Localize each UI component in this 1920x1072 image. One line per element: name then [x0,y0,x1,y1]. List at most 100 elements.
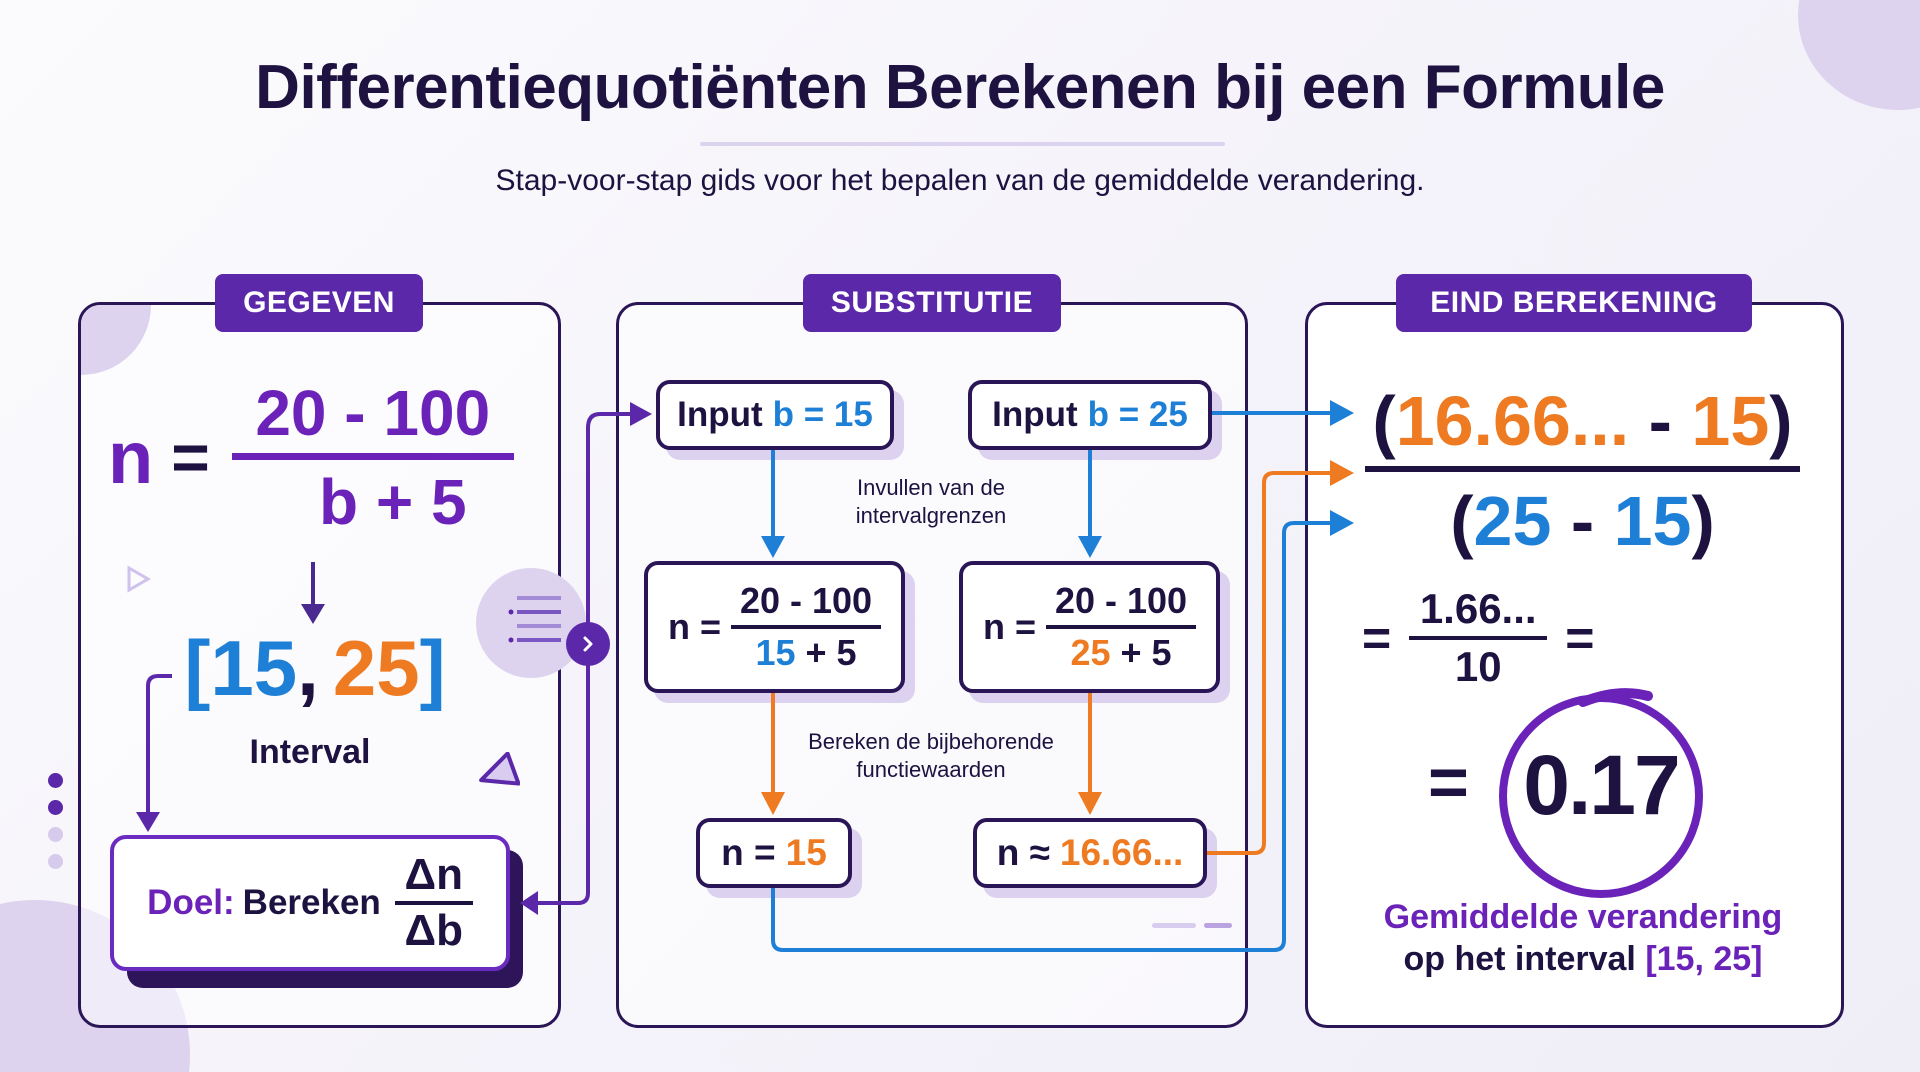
formula-denominator: 25 + 5 [1070,632,1171,674]
step2-note: Bereken de bijbehorende functiewaarden [770,728,1092,784]
result-eq: = [1428,743,1469,821]
formula-denominator: b + 5 [318,465,467,538]
result-box-n15: n = 15 [696,818,852,888]
interval-open-bracket: [ [184,623,211,712]
arrow-down-icon [301,562,325,624]
list-icon [508,596,561,643]
next-step-button[interactable] [566,622,610,666]
interval-comma: , [297,623,319,712]
page-subtitle: Stap-voor-stap gids voor het bepalen van… [495,164,1425,197]
fraction-bar [394,901,473,905]
title-divider [700,142,1225,146]
formula-denominator: 15 + 5 [755,632,856,674]
den-value: 15 [755,632,796,673]
goal-denominator: Δb [404,906,464,955]
caption-interval: [15, 25] [1645,940,1763,978]
input-box-b15: Input b = 15 [656,380,894,450]
final-numerator: (16.66... - 15) [1372,378,1792,464]
result-circle-icon [1499,688,1703,898]
result-value: 16.66... [1059,832,1184,873]
formula-box-b15: n = 20 - 100 15 + 5 [644,561,905,693]
numerator-minus: - [1648,382,1672,460]
formula-lhs: n = [667,606,721,647]
denominator-minus: - [1570,482,1595,560]
decor-dashes [1152,923,1232,928]
final-fraction: (16.66... - 15) (25 - 15) [1365,378,1800,564]
given-formula: n = 20 - 100 b + 5 [108,372,538,542]
decor-quarter-circle [81,305,151,375]
caption-line2: op het interval [15, 25] [1318,938,1848,980]
interval-label: Interval [249,733,371,771]
den-rest: + 5 [1120,632,1172,673]
caption-text: op het interval [1403,940,1636,978]
simplified-denominator: 10 [1454,643,1502,690]
dot-indicator [48,773,64,873]
input-box-b25: Input b = 25 [968,380,1212,450]
formula-fraction: 20 - 100 b + 5 [231,376,514,538]
final-denominator: (25 - 15) [1450,478,1715,564]
goal-text: Bereken [242,883,381,922]
denominator-b: 15 [1613,482,1692,560]
step2-note-line2: functiewaarden [856,757,1006,782]
goal-fraction: Δn Δb [394,850,473,955]
caption-line1: Gemiddelde verandering [1383,898,1783,936]
formula-eq: = [171,420,210,494]
paren-close: ) [1769,382,1793,460]
simplified-fraction: = 1.66... 10 = [1362,582,1594,694]
interval-high: 25 [332,623,420,712]
fraction-bar [731,625,881,629]
paren-open: ( [1372,382,1396,460]
fraction-bar [1365,466,1800,472]
interval-close-bracket: ] [419,623,446,712]
simplified-frac: 1.66... 10 [1409,584,1548,692]
denominator-a: 25 [1473,482,1552,560]
paren-open: ( [1450,482,1474,560]
interval: [ 15 , 25 ] [180,618,450,718]
result-lhs: n = [721,832,776,873]
panel-tab-given: GEGEVEN [215,274,423,332]
input-label: Input [677,395,763,434]
fraction-bar [231,452,514,460]
chevron-right-icon [583,636,593,652]
result-box-n1666: n ≈ 16.66... [973,818,1207,888]
den-value: 25 [1070,632,1111,673]
numerator-a: 16.66... [1395,382,1630,460]
goal-prefix: Doel: [147,883,235,922]
formula-numerator: 20 - 100 [255,376,491,449]
interval-low: 15 [210,623,298,712]
den-rest: + 5 [805,632,857,673]
step1-note-line1: Invullen van de [857,475,1005,500]
step1-note: Invullen van de intervalgrenzen [800,474,1062,530]
result-value: 0.17 [1523,738,1681,832]
input-value: b = 25 [1087,395,1188,434]
fraction-bar [1046,625,1196,629]
substituted-fraction: 20 - 100 15 + 5 [731,580,881,674]
goal-box: Doel: Bereken Δn Δb [110,835,510,971]
goal-numerator: Δn [404,850,464,899]
result-caption: Gemiddelde verandering op het interval [… [1318,896,1848,980]
formula-lhs: n = [982,606,1036,647]
panel-tab-substitution: SUBSTITUTIE [803,274,1061,332]
input-label: Input [992,395,1078,434]
step2-note-line1: Bereken de bijbehorende [808,729,1054,754]
fraction-bar [1409,636,1548,640]
eq-sign: = [1565,610,1595,666]
paren-close: ) [1691,482,1715,560]
page-title: Differentiequotiënten Berekenen bij een … [255,53,1665,122]
result-value: 15 [785,832,827,873]
eq-sign: = [1362,610,1392,666]
triangle-icon [479,752,520,786]
formula-lhs: n [108,415,154,499]
formula-box-b25: n = 20 - 100 25 + 5 [959,561,1220,693]
formula-numerator: 20 - 100 [739,580,873,621]
input-value: b = 15 [772,395,873,434]
step1-note-line2: intervalgrenzen [855,503,1007,528]
panel-final [1305,302,1844,1028]
numerator-b: 15 [1691,382,1770,460]
triangle-icon [127,565,151,593]
panel-tab-final: EIND BEREKENING [1396,274,1752,332]
simplified-numerator: 1.66... [1419,585,1537,632]
substituted-fraction: 20 - 100 25 + 5 [1046,580,1196,674]
result-lhs: n ≈ [996,832,1050,873]
formula-numerator: 20 - 100 [1054,580,1188,621]
